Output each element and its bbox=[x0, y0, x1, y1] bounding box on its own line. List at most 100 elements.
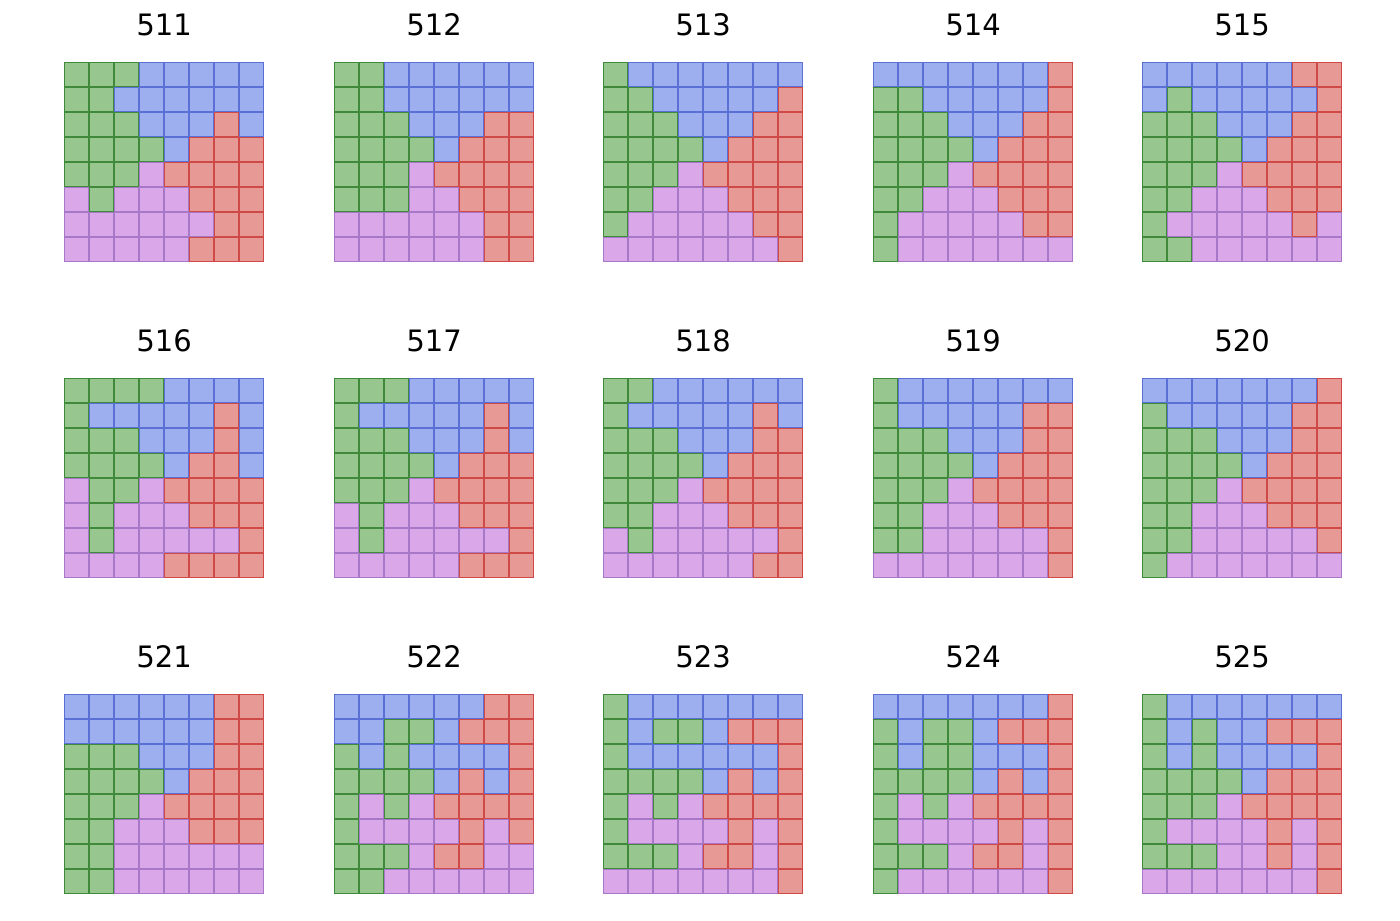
grid-cell bbox=[164, 719, 189, 744]
grid-cell bbox=[653, 87, 678, 112]
grid-cell bbox=[459, 237, 484, 262]
grid-panel: 513 bbox=[603, 0, 803, 262]
grid-cell bbox=[434, 719, 459, 744]
grid-cell bbox=[239, 769, 264, 794]
grid-cell bbox=[628, 694, 653, 719]
grid-cell bbox=[628, 187, 653, 212]
grid-cell bbox=[923, 162, 948, 187]
grid-panel: 523 bbox=[603, 632, 803, 894]
panel-title: 519 bbox=[945, 324, 1001, 358]
grid-cell bbox=[434, 869, 459, 894]
grid-cell bbox=[1048, 162, 1073, 187]
grid-cell bbox=[239, 137, 264, 162]
grid-cell bbox=[409, 844, 434, 869]
grid-cell bbox=[753, 187, 778, 212]
grid-cell bbox=[898, 553, 923, 578]
grid-cell bbox=[703, 87, 728, 112]
grid-cell bbox=[334, 528, 359, 553]
grid-cell bbox=[139, 378, 164, 403]
grid-cell bbox=[189, 212, 214, 237]
grid-cell bbox=[114, 744, 139, 769]
grid-cell bbox=[1267, 212, 1292, 237]
grid-cell bbox=[1292, 237, 1317, 262]
grid-cell bbox=[189, 844, 214, 869]
grid-cell bbox=[409, 819, 434, 844]
grid-cell bbox=[678, 503, 703, 528]
grid-cell bbox=[239, 112, 264, 137]
grid-cell bbox=[1317, 769, 1342, 794]
grid-cell bbox=[998, 478, 1023, 503]
grid-cell bbox=[114, 819, 139, 844]
grid-cell bbox=[434, 503, 459, 528]
grid-cell bbox=[1192, 212, 1217, 237]
grid-cell bbox=[603, 453, 628, 478]
grid-cell bbox=[603, 844, 628, 869]
grid-cell bbox=[628, 819, 653, 844]
grid-cell bbox=[1292, 403, 1317, 428]
grid-cell bbox=[1292, 744, 1317, 769]
grid-cell bbox=[948, 869, 973, 894]
grid-cell bbox=[434, 528, 459, 553]
grid-cell bbox=[873, 844, 898, 869]
grid-cell bbox=[653, 553, 678, 578]
panel-title: 513 bbox=[675, 8, 731, 42]
grid-cell bbox=[189, 62, 214, 87]
grid-cell bbox=[873, 769, 898, 794]
grid-cell bbox=[384, 187, 409, 212]
grid-cell bbox=[359, 528, 384, 553]
grid-cell bbox=[189, 719, 214, 744]
grid-cell bbox=[1142, 553, 1167, 578]
grid-cell bbox=[973, 869, 998, 894]
grid-cell bbox=[1142, 744, 1167, 769]
grid-cell bbox=[459, 378, 484, 403]
grid-cell bbox=[89, 187, 114, 212]
grid-cell bbox=[459, 869, 484, 894]
grid-cell bbox=[409, 87, 434, 112]
grid-cell bbox=[1192, 694, 1217, 719]
grid-cell bbox=[384, 844, 409, 869]
grid-cell bbox=[434, 453, 459, 478]
grid-cell bbox=[1242, 478, 1267, 503]
grid-cell bbox=[628, 428, 653, 453]
grid-cell bbox=[973, 478, 998, 503]
grid-cell bbox=[728, 819, 753, 844]
grid-cell bbox=[409, 478, 434, 503]
grid-cell bbox=[948, 378, 973, 403]
grid-cell bbox=[384, 62, 409, 87]
grid-cell bbox=[1023, 503, 1048, 528]
grid-cell bbox=[459, 212, 484, 237]
grid-cell bbox=[1048, 694, 1073, 719]
grid-cell bbox=[653, 719, 678, 744]
grid-cell bbox=[728, 112, 753, 137]
grid-cell bbox=[484, 87, 509, 112]
grid-cell bbox=[1242, 87, 1267, 112]
grid-cell bbox=[1142, 769, 1167, 794]
grid-cell bbox=[214, 187, 239, 212]
grid-cell bbox=[1242, 112, 1267, 137]
grid-cell bbox=[653, 744, 678, 769]
grid-cell bbox=[703, 819, 728, 844]
grid-cell bbox=[1267, 869, 1292, 894]
grid-cell bbox=[189, 478, 214, 503]
grid-cell bbox=[164, 769, 189, 794]
grid-cell bbox=[1267, 453, 1292, 478]
grid-cell bbox=[509, 237, 534, 262]
grid-cell bbox=[753, 87, 778, 112]
grid-cell bbox=[973, 503, 998, 528]
grid-cell bbox=[459, 62, 484, 87]
grid-cell bbox=[778, 428, 803, 453]
grid-cell bbox=[653, 694, 678, 719]
grid-cell bbox=[89, 819, 114, 844]
grid-cell bbox=[973, 212, 998, 237]
grid-cell bbox=[214, 744, 239, 769]
grid-cell bbox=[1142, 794, 1167, 819]
grid-cell bbox=[359, 694, 384, 719]
grid-cell bbox=[628, 212, 653, 237]
grid-cell bbox=[1292, 819, 1317, 844]
panel-title: 511 bbox=[136, 8, 192, 42]
grid-cell bbox=[998, 844, 1023, 869]
grid-cell bbox=[214, 503, 239, 528]
grid-cell bbox=[1192, 87, 1217, 112]
grid-cell bbox=[64, 378, 89, 403]
grid-cell bbox=[459, 428, 484, 453]
